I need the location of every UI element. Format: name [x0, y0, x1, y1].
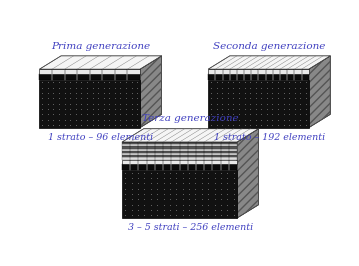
Polygon shape	[122, 153, 237, 155]
Polygon shape	[237, 129, 258, 218]
Polygon shape	[122, 170, 237, 218]
Polygon shape	[122, 151, 237, 153]
Text: Prima generazione: Prima generazione	[51, 41, 150, 51]
Polygon shape	[39, 69, 140, 74]
Text: Seconda generazione: Seconda generazione	[213, 41, 326, 51]
Polygon shape	[208, 69, 309, 74]
Polygon shape	[208, 74, 309, 80]
Polygon shape	[122, 155, 237, 157]
Text: 1 strato – 96 elementi: 1 strato – 96 elementi	[48, 133, 153, 142]
Polygon shape	[122, 157, 237, 160]
Polygon shape	[122, 144, 237, 146]
Polygon shape	[122, 160, 237, 164]
Polygon shape	[122, 164, 237, 170]
Polygon shape	[122, 149, 237, 151]
Polygon shape	[140, 56, 162, 128]
Polygon shape	[39, 80, 140, 128]
Polygon shape	[122, 142, 237, 144]
Polygon shape	[309, 56, 330, 128]
Polygon shape	[122, 146, 237, 149]
Polygon shape	[208, 56, 330, 69]
Polygon shape	[122, 129, 258, 142]
Text: Terza generazione: Terza generazione	[142, 114, 239, 123]
Polygon shape	[39, 74, 140, 80]
Polygon shape	[39, 56, 162, 69]
Text: 3 – 5 strati – 256 elementi: 3 – 5 strati – 256 elementi	[128, 223, 253, 232]
Text: 1 strato – 192 elementi: 1 strato – 192 elementi	[214, 133, 325, 142]
Polygon shape	[208, 80, 309, 128]
